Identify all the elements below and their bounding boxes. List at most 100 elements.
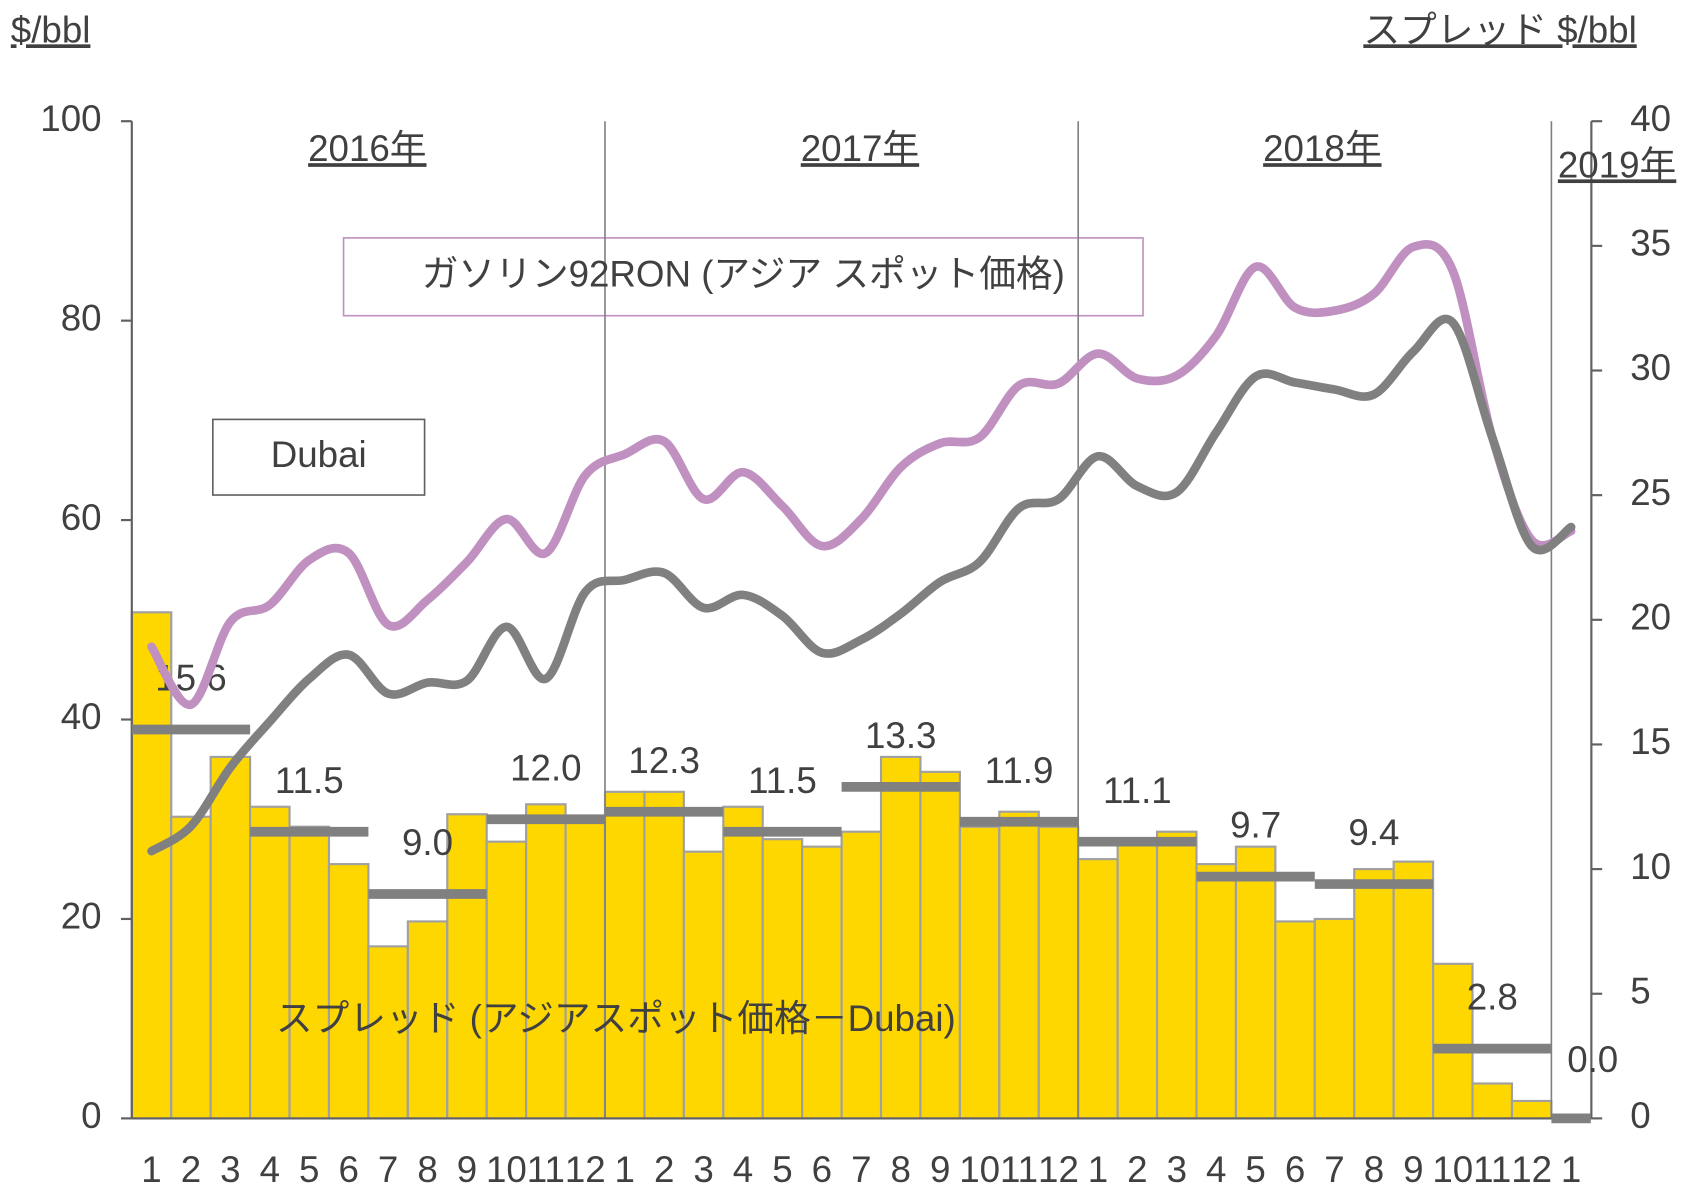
x-tick-label: 10 bbox=[1432, 1149, 1473, 1190]
y2-tick-label: 5 bbox=[1630, 970, 1650, 1011]
y-tick-label: 60 bbox=[61, 497, 102, 538]
quarter-label: 0.0 bbox=[1567, 1039, 1618, 1080]
y2-tick-label: 25 bbox=[1630, 472, 1671, 513]
bar bbox=[801, 845, 843, 1120]
y-tick-label: 40 bbox=[61, 696, 102, 737]
x-tick-label: 10 bbox=[486, 1149, 527, 1190]
y2-tick-label: 0 bbox=[1630, 1095, 1650, 1136]
bar bbox=[564, 820, 607, 1120]
x-tick-label: 6 bbox=[338, 1149, 358, 1190]
quarter-label: 9.0 bbox=[402, 822, 453, 863]
x-tick-label: 4 bbox=[260, 1149, 280, 1190]
bar bbox=[722, 805, 764, 1120]
x-tick-label: 1 bbox=[141, 1149, 161, 1190]
annotation: ガソリン92RON (アジア スポット価格) bbox=[422, 253, 1065, 294]
y2-tick-label: 10 bbox=[1630, 846, 1671, 887]
x-tick-label: 8 bbox=[891, 1149, 911, 1190]
y2-tick-label: 20 bbox=[1630, 597, 1671, 638]
bar bbox=[958, 825, 1001, 1120]
x-tick-label: 9 bbox=[930, 1149, 950, 1190]
bar bbox=[1155, 830, 1198, 1120]
x-tick-label: 6 bbox=[1285, 1149, 1305, 1190]
bar bbox=[170, 815, 212, 1120]
quarter-label: 12.0 bbox=[510, 747, 581, 788]
x-tick-label: 1 bbox=[1561, 1149, 1581, 1190]
quarter-label: 2.8 bbox=[1467, 977, 1518, 1018]
x-tick-label: 7 bbox=[1324, 1149, 1344, 1190]
x-tick-label: 3 bbox=[693, 1149, 713, 1190]
bar bbox=[840, 830, 883, 1120]
bar bbox=[1116, 840, 1159, 1120]
y-tick-label: 80 bbox=[61, 297, 102, 338]
year-label: 2018年 bbox=[1263, 128, 1381, 169]
bar bbox=[1274, 920, 1316, 1120]
x-tick-label: 12 bbox=[1038, 1149, 1079, 1190]
quarter-label: 9.4 bbox=[1348, 812, 1399, 853]
quarter-label: 11.5 bbox=[275, 760, 344, 801]
bar bbox=[485, 840, 528, 1120]
bar bbox=[1077, 858, 1119, 1120]
bar bbox=[1037, 825, 1080, 1120]
x-tick-label: 1 bbox=[1088, 1149, 1108, 1190]
bar bbox=[761, 838, 804, 1120]
x-tick-label: 7 bbox=[378, 1149, 398, 1190]
x-tick-label: 8 bbox=[1364, 1149, 1384, 1190]
x-tick-label: 4 bbox=[733, 1149, 753, 1190]
bar bbox=[879, 755, 922, 1120]
bar bbox=[1234, 845, 1277, 1120]
bar bbox=[998, 810, 1040, 1120]
x-tick-label: 1 bbox=[615, 1149, 635, 1190]
bar bbox=[643, 790, 685, 1120]
bar bbox=[1471, 1082, 1514, 1120]
line bbox=[147, 314, 1576, 856]
x-tick-label: 11 bbox=[1473, 1149, 1511, 1190]
x-tick-label: 12 bbox=[565, 1149, 606, 1190]
line bbox=[147, 240, 1576, 709]
x-tick-label: 2 bbox=[1127, 1149, 1147, 1190]
x-tick-label: 3 bbox=[1167, 1149, 1187, 1190]
bar bbox=[327, 863, 370, 1120]
annotation: スプレッド (アジアスポット価格－Dubai) bbox=[276, 998, 956, 1039]
x-tick-label: 5 bbox=[772, 1149, 792, 1190]
bar bbox=[1353, 868, 1395, 1120]
x-tick-label: 9 bbox=[1403, 1149, 1423, 1190]
x-tick-label: 9 bbox=[457, 1149, 477, 1190]
bar bbox=[1313, 917, 1356, 1120]
y2-tick-label: 40 bbox=[1630, 98, 1671, 139]
x-tick-label: 4 bbox=[1206, 1149, 1226, 1190]
x-tick-label: 8 bbox=[417, 1149, 437, 1190]
annotation: Dubai bbox=[271, 434, 367, 475]
annotation-box bbox=[212, 418, 426, 496]
quarter-label: 11.9 bbox=[985, 750, 1054, 791]
y2-tick-label: 35 bbox=[1630, 223, 1671, 264]
bar bbox=[209, 755, 252, 1120]
x-tick-label: 2 bbox=[654, 1149, 674, 1190]
quarter-label: 13.3 bbox=[865, 715, 936, 756]
annotation-box bbox=[342, 237, 1144, 317]
bar bbox=[603, 790, 646, 1120]
x-tick-label: 2 bbox=[181, 1149, 201, 1190]
x-tick-label: 11 bbox=[527, 1149, 565, 1190]
x-tick-label: 5 bbox=[299, 1149, 319, 1190]
bar bbox=[682, 850, 725, 1120]
x-tick-label: 10 bbox=[959, 1149, 1000, 1190]
quarter-label: 11.5 bbox=[748, 760, 817, 801]
y2-tick-label: 30 bbox=[1630, 347, 1671, 388]
x-tick-label: 7 bbox=[851, 1149, 871, 1190]
right-unit: スプレッド $/bbl bbox=[1363, 9, 1636, 50]
y-tick-label: 100 bbox=[40, 98, 101, 139]
quarter-label: 9.7 bbox=[1230, 805, 1281, 846]
x-tick-label: 6 bbox=[812, 1149, 832, 1190]
bar bbox=[1510, 1099, 1553, 1120]
y2-tick-label: 15 bbox=[1630, 721, 1671, 762]
bar bbox=[525, 803, 567, 1120]
x-tick-label: 3 bbox=[220, 1149, 240, 1190]
x-tick-label: 5 bbox=[1245, 1149, 1265, 1190]
quarter-label: 12.3 bbox=[628, 740, 699, 781]
bar bbox=[1432, 962, 1474, 1120]
bar bbox=[1392, 860, 1435, 1120]
bar bbox=[249, 805, 291, 1120]
year-label: 2019年 bbox=[1558, 144, 1676, 185]
year-label: 2016年 bbox=[308, 128, 426, 169]
